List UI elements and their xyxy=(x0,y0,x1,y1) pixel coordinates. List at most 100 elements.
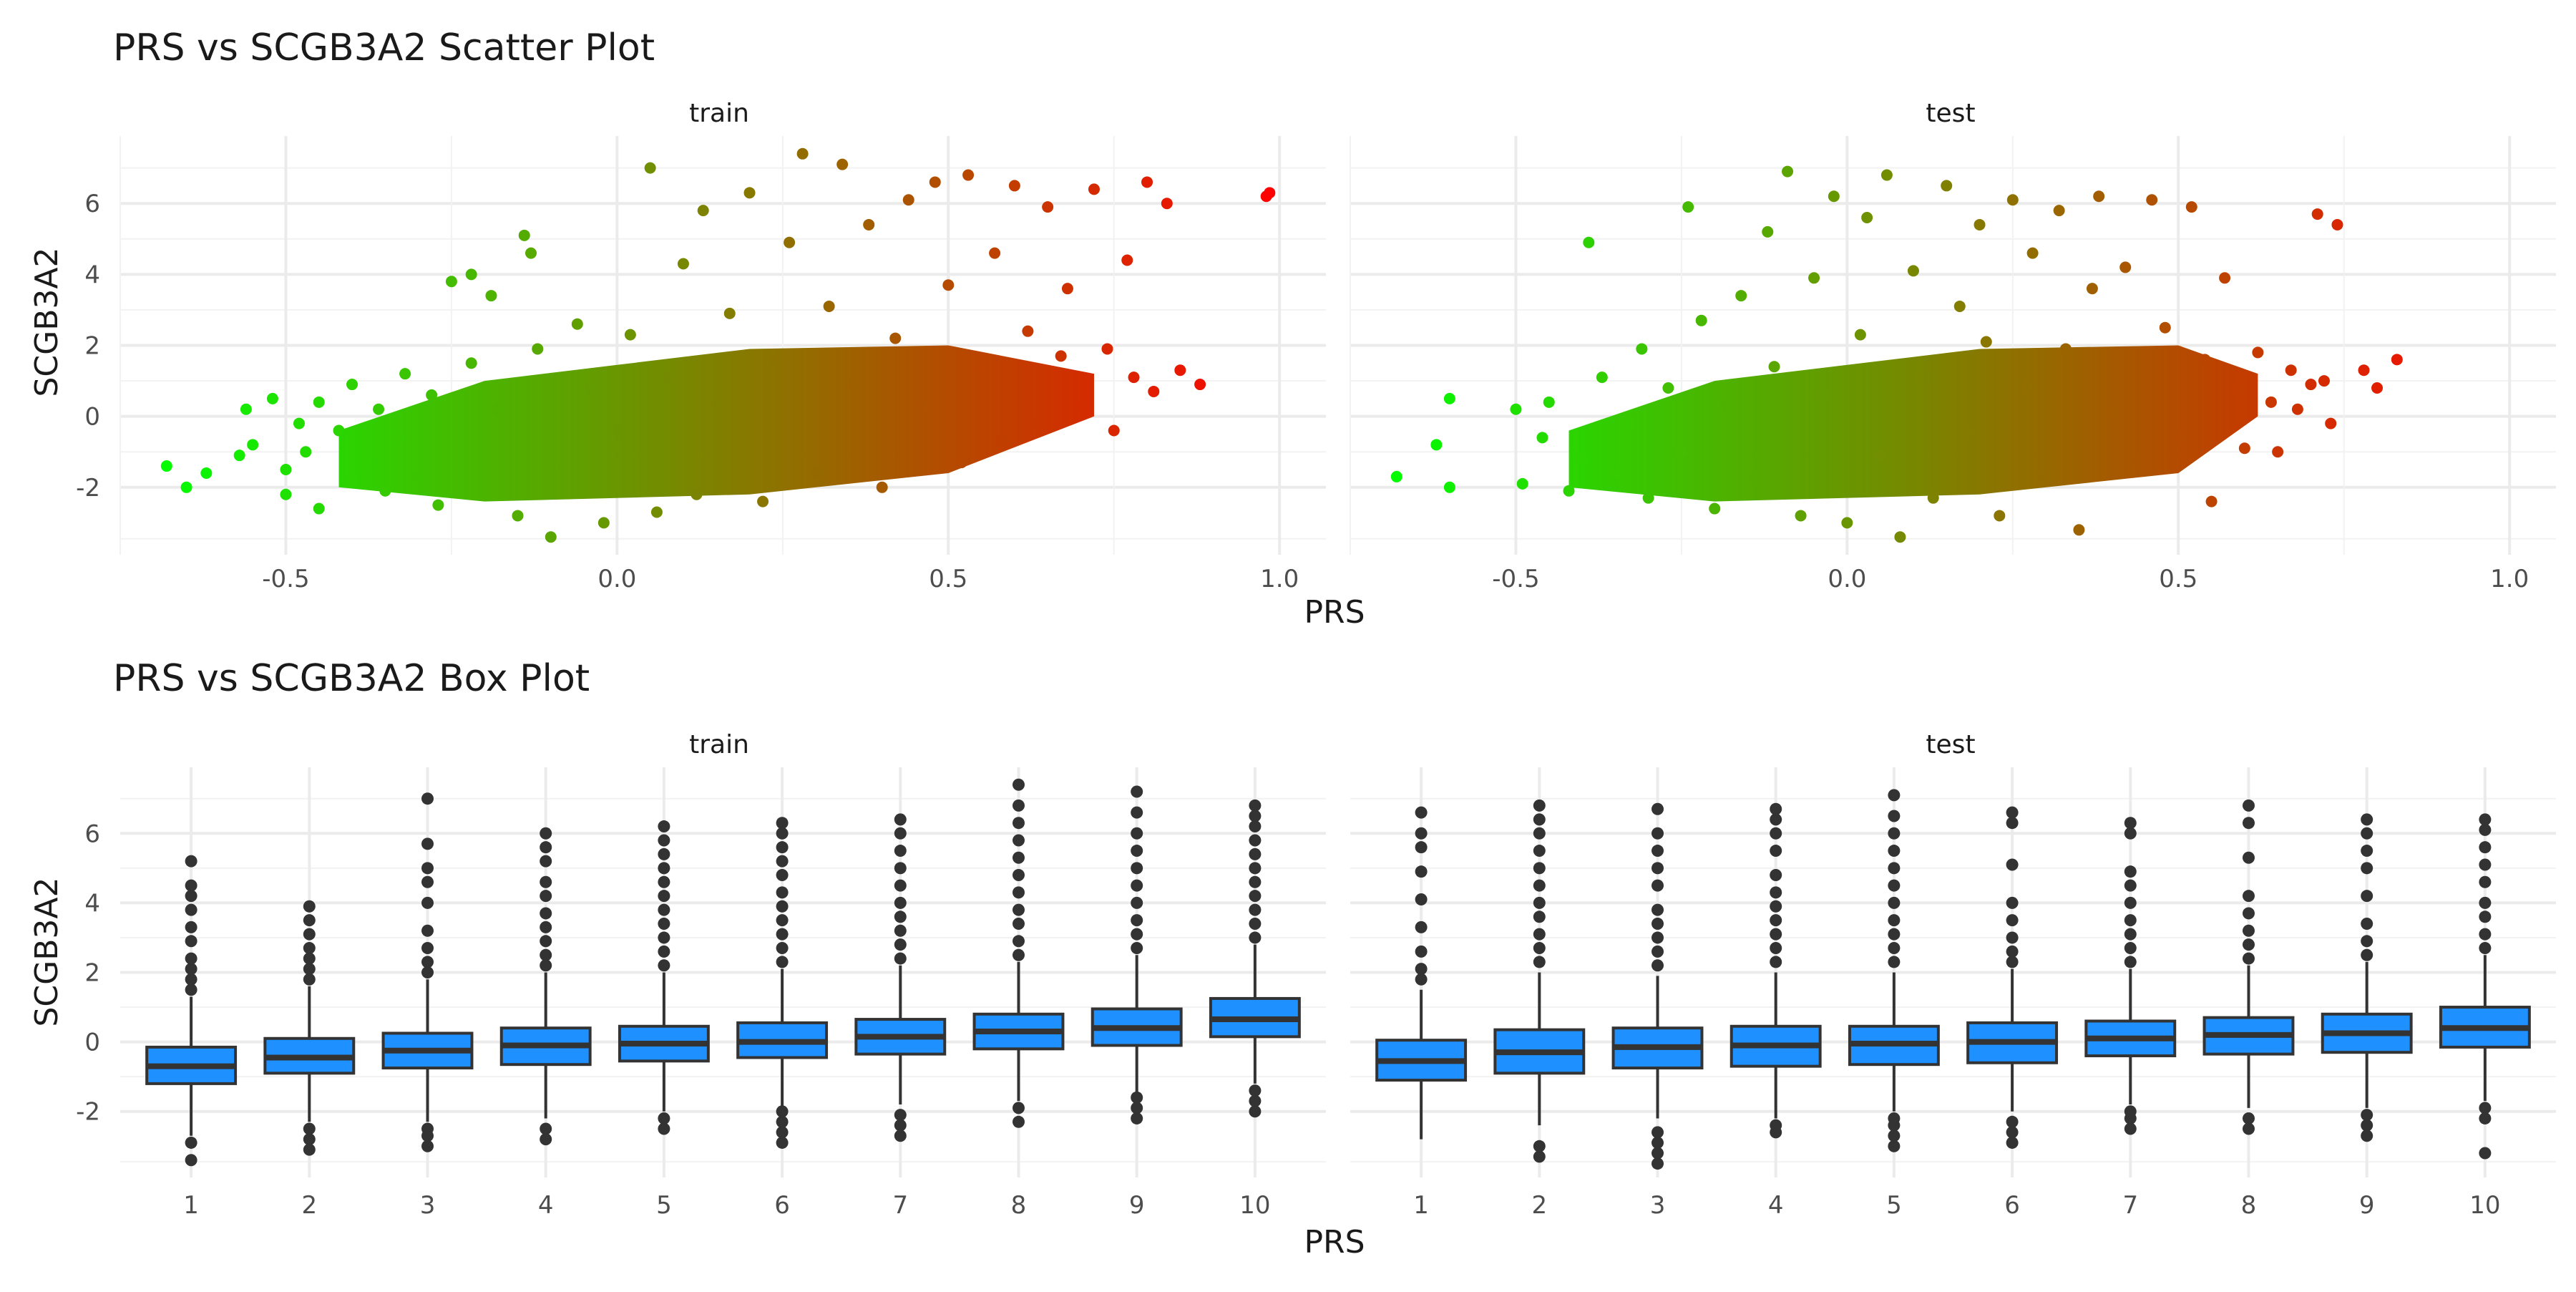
box-train-outlier xyxy=(1012,869,1025,882)
box-train-outlier xyxy=(540,959,552,972)
box-test-outlier xyxy=(2479,813,2492,826)
scatter-test-point xyxy=(2219,272,2231,284)
box-test-x-tick-label: 9 xyxy=(2359,1191,2375,1220)
box-test-outlier xyxy=(1888,827,1901,840)
box-test-outlier xyxy=(2124,879,2137,892)
scatter-train-point xyxy=(691,488,703,500)
scatter-test-point xyxy=(1709,502,1721,515)
box-test-outlier xyxy=(1888,845,1901,858)
box-train-outlier xyxy=(894,1130,907,1142)
scatter-train-point xyxy=(1088,183,1100,195)
box-test-outlier xyxy=(2361,827,2373,840)
scatter-train-point xyxy=(379,485,391,497)
scatter-train-point xyxy=(784,236,796,248)
box-train-outlier xyxy=(540,855,552,868)
box-test-outlier xyxy=(2124,827,2137,840)
scatter-test-point xyxy=(2119,261,2132,273)
box-train-outlier xyxy=(1249,890,1262,903)
box-train-outlier xyxy=(540,921,552,933)
scatter-train-point xyxy=(650,506,663,518)
box-train-outlier xyxy=(421,966,434,978)
box-y-axis-title: SCGB3A2 xyxy=(29,877,65,1026)
scatter-train-point xyxy=(180,481,192,493)
box-test-outlier xyxy=(1652,1126,1664,1139)
scatter-train-point xyxy=(571,318,583,330)
box-train-outlier xyxy=(540,875,552,888)
box-test-outlier xyxy=(1415,806,1428,819)
box-train-outlier xyxy=(1131,862,1143,875)
box-test-outlier xyxy=(1652,931,1664,944)
box-train-outlier xyxy=(421,875,434,888)
box-test-outlier xyxy=(1888,896,1901,909)
box-train-outlier xyxy=(540,935,552,948)
scatter-test-point xyxy=(1953,300,1966,312)
scatter-train-point xyxy=(525,247,537,259)
scatter-test-point xyxy=(1782,165,1794,178)
box-train-outlier xyxy=(1131,1091,1143,1104)
scatter-test-point xyxy=(1543,396,1555,408)
box-train-outlier xyxy=(1249,810,1262,822)
box-train-outlier xyxy=(1131,896,1143,909)
scatter-train-point xyxy=(247,439,259,451)
scatter-train-point xyxy=(333,424,345,437)
box-train-outlier xyxy=(185,890,197,903)
box-test-outlier xyxy=(2006,956,2019,968)
box-train-outlier xyxy=(421,1140,434,1152)
scatter-train-point xyxy=(876,481,888,493)
scatter-test-x-tick-label: 0.5 xyxy=(2159,565,2197,593)
box-test-outlier xyxy=(1652,959,1664,972)
box-test-outlier xyxy=(2006,1126,2019,1139)
box-test-outlier xyxy=(2242,1112,2255,1125)
box-test-outlier xyxy=(1770,900,1782,913)
scatter-train-point xyxy=(479,488,491,500)
scatter-train-point xyxy=(452,442,464,455)
box-test-outlier xyxy=(2006,806,2019,819)
box-train-outlier xyxy=(1131,942,1143,955)
scatter-train-point xyxy=(359,457,371,469)
scatter-train-point xyxy=(597,517,610,529)
scatter-train-point xyxy=(445,276,457,288)
box-test-outlier xyxy=(1415,841,1428,854)
scatter-test-point xyxy=(1861,212,1873,224)
box-train-outlier xyxy=(540,841,552,854)
scatter-train-point xyxy=(624,329,636,341)
box-test-outlier xyxy=(1415,827,1428,840)
scatter-train-point xyxy=(723,307,736,319)
scatter-test-point xyxy=(2146,194,2158,206)
scatter-train-point xyxy=(585,382,597,394)
scatter-test-point xyxy=(1980,336,1992,348)
box-test-outlier xyxy=(1533,813,1546,826)
box-test-outlier xyxy=(1533,862,1546,875)
scatter-train-point xyxy=(1121,254,1133,266)
box-test-outlier xyxy=(2479,875,2492,888)
scatter-train-point xyxy=(1141,176,1153,188)
box-train-outlier xyxy=(776,869,789,882)
box-train-y-tick-label: -2 xyxy=(76,1098,100,1127)
scatter-train-point xyxy=(697,205,709,217)
box-test-outlier xyxy=(2006,931,2019,944)
box-train-outlier xyxy=(421,924,434,937)
box-test-outlier xyxy=(1533,956,1546,968)
box-test-outlier xyxy=(2361,1109,2373,1122)
box-train-outlier xyxy=(185,921,197,933)
scatter-test-x-tick-label: 1.0 xyxy=(2490,565,2529,593)
scatter-train-point xyxy=(412,470,424,482)
box-train-x-tick-label: 4 xyxy=(538,1191,554,1220)
box-test-outlier xyxy=(2361,845,2373,858)
box-train-outlier xyxy=(776,817,789,830)
scatter-test-point xyxy=(1927,492,1939,504)
box-test-outlier xyxy=(2361,1130,2373,1142)
scatter-test-point xyxy=(2106,407,2118,419)
scatter-train-point xyxy=(240,403,252,415)
box-test-outlier xyxy=(2242,851,2255,864)
box-test-x-tick-label: 10 xyxy=(2469,1191,2500,1220)
box-test-outlier xyxy=(1770,869,1782,882)
box-test-outlier xyxy=(2124,1122,2137,1135)
scatter-test-point xyxy=(1695,314,1707,326)
box-train-outlier xyxy=(185,973,197,986)
box-train-outlier xyxy=(776,1115,789,1128)
box-train-outlier xyxy=(894,813,907,826)
box-train-x-tick-label: 9 xyxy=(1129,1191,1145,1220)
scatter-train-point xyxy=(1174,364,1186,377)
box-train-outlier xyxy=(894,827,907,840)
